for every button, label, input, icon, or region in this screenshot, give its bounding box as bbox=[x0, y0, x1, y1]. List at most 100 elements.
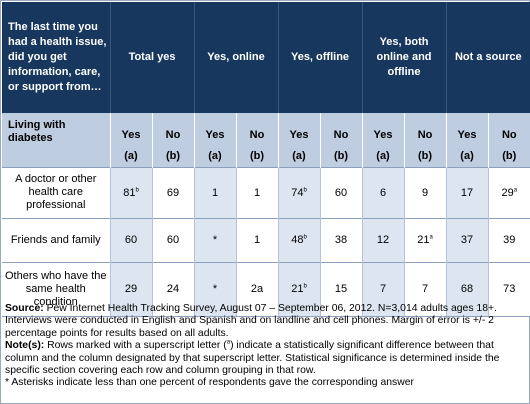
cell-value: 74 bbox=[291, 186, 304, 199]
row-label: A doctor or other health care profession… bbox=[2, 166, 110, 218]
header-row: The last time you had a health issue, di… bbox=[2, 2, 530, 113]
table-cell: * bbox=[193, 261, 236, 317]
significance-marker: b bbox=[135, 186, 139, 193]
table-row: A doctor or other health care profession… bbox=[2, 166, 530, 218]
table-cell: 12 bbox=[361, 217, 405, 262]
no-label: No bbox=[235, 113, 278, 145]
cell-value: 15 bbox=[334, 283, 348, 295]
column-letter: (b) bbox=[151, 145, 194, 167]
table-cell: 1 bbox=[235, 217, 278, 262]
source-note: Source: Pew Internet Health Tracking Sur… bbox=[5, 303, 497, 339]
table-cell: 60 bbox=[151, 217, 194, 262]
table-cell: 60 bbox=[319, 166, 363, 218]
yes-label: Yes bbox=[277, 113, 320, 145]
column-letter: (b) bbox=[487, 145, 530, 167]
cell-value: 7 bbox=[379, 283, 387, 295]
table-cell: 38 bbox=[319, 217, 363, 262]
significance-marker: a bbox=[513, 186, 518, 193]
cell-value: * bbox=[212, 283, 218, 295]
question-heading: The last time you had a health issue, di… bbox=[2, 2, 110, 113]
group-heading: Yes, both online and offline bbox=[361, 2, 447, 113]
cell-value: 6 bbox=[379, 186, 387, 199]
column-letter: (b) bbox=[403, 145, 447, 167]
data-table: The last time you had a health issue, di… bbox=[2, 2, 530, 317]
asterisk-note: * Asterisks indicate less than one perce… bbox=[5, 377, 414, 389]
cell-value: 29 bbox=[501, 186, 514, 199]
table-cell: 21a bbox=[403, 217, 447, 262]
table-cell: 68 bbox=[445, 261, 489, 317]
row-label: Friends and family bbox=[2, 217, 110, 262]
column-letter: (b) bbox=[319, 145, 363, 167]
cell-value: 21 bbox=[291, 283, 304, 295]
table-cell: 7 bbox=[403, 261, 447, 317]
column-letter: (a) bbox=[445, 145, 489, 167]
column-letter: (a) bbox=[109, 145, 152, 167]
row-label: Others who have the same health conditio… bbox=[2, 261, 110, 317]
group-heading: Yes, online bbox=[193, 2, 278, 113]
significance-note: Note(s): Rows marked with a superscript … bbox=[5, 339, 500, 377]
table-cell: 48b bbox=[277, 217, 320, 262]
table-cell: 29 bbox=[109, 261, 152, 317]
table-cell: 37 bbox=[445, 217, 489, 262]
table-cell: 2a bbox=[235, 261, 278, 317]
group-heading: Not a source bbox=[445, 2, 530, 113]
cell-value: 81 bbox=[123, 186, 136, 199]
cell-value: 12 bbox=[376, 234, 390, 246]
cell-value: 29 bbox=[124, 283, 138, 295]
significance-marker: a bbox=[429, 234, 433, 241]
cell-value: 60 bbox=[124, 234, 138, 246]
table-cell: 69 bbox=[151, 166, 194, 218]
group-heading: Yes, offline bbox=[277, 2, 363, 113]
no-label: No bbox=[151, 113, 194, 145]
no-label: No bbox=[487, 113, 530, 145]
column-letter-row: (a) (b) (a) (b) (a) (b) (a) (b) (a) (b) bbox=[2, 145, 530, 167]
column-letter: (a) bbox=[277, 145, 320, 167]
table-cell: 29a bbox=[487, 166, 530, 218]
table-cell: 7 bbox=[361, 261, 405, 317]
footnotes: Source: Pew Internet Health Tracking Sur… bbox=[5, 303, 525, 390]
table-cell: 6 bbox=[361, 166, 405, 218]
cell-value: 60 bbox=[166, 234, 180, 246]
cell-value: 48 bbox=[291, 234, 304, 246]
cell-value: 2a bbox=[250, 283, 264, 295]
row-group-label: Living with diabetes bbox=[2, 113, 110, 167]
yes-label: Yes bbox=[109, 113, 152, 145]
yes-label: Yes bbox=[445, 113, 489, 145]
yes-no-row: Living with diabetes Yes No Yes No Yes N… bbox=[2, 113, 530, 167]
cell-value: 68 bbox=[460, 283, 474, 295]
table-cell: 73 bbox=[487, 261, 530, 317]
cell-value: 17 bbox=[460, 186, 474, 199]
table-cell: 39 bbox=[487, 217, 530, 262]
table-cell: 17 bbox=[445, 166, 489, 218]
significance-marker: b bbox=[303, 234, 307, 241]
table-row: Others who have the same health conditio… bbox=[2, 261, 530, 317]
column-letter: (b) bbox=[235, 145, 278, 167]
cell-value: 69 bbox=[166, 186, 180, 199]
cell-value: 7 bbox=[421, 283, 429, 295]
cell-value: 9 bbox=[421, 186, 429, 199]
significance-marker: b bbox=[303, 186, 307, 193]
table-cell: * bbox=[193, 217, 236, 262]
cell-value: 1 bbox=[211, 186, 219, 199]
group-heading: Total yes bbox=[109, 2, 194, 113]
yes-label: Yes bbox=[361, 113, 405, 145]
table-cell: 74b bbox=[277, 166, 320, 218]
cell-value: 1 bbox=[253, 186, 261, 199]
cell-value: 60 bbox=[334, 186, 348, 199]
significance-marker: b bbox=[303, 283, 307, 290]
table-cell: 24 bbox=[151, 261, 194, 317]
cell-value: * bbox=[212, 234, 218, 246]
yes-label: Yes bbox=[193, 113, 236, 145]
table-cell: 15 bbox=[319, 261, 363, 317]
table-cell: 1 bbox=[235, 166, 278, 218]
cell-value: 38 bbox=[334, 234, 348, 246]
cell-value: 37 bbox=[460, 234, 474, 246]
table-row: Friends and family 60 60 * 1 48b 38 12 21a 37 39 bbox=[2, 217, 530, 262]
cell-value: 24 bbox=[166, 283, 180, 295]
column-letter: (a) bbox=[361, 145, 405, 167]
cell-value: 21 bbox=[417, 234, 430, 246]
table-cell: 81b bbox=[109, 166, 152, 218]
column-letter: (a) bbox=[193, 145, 236, 167]
no-label: No bbox=[403, 113, 447, 145]
